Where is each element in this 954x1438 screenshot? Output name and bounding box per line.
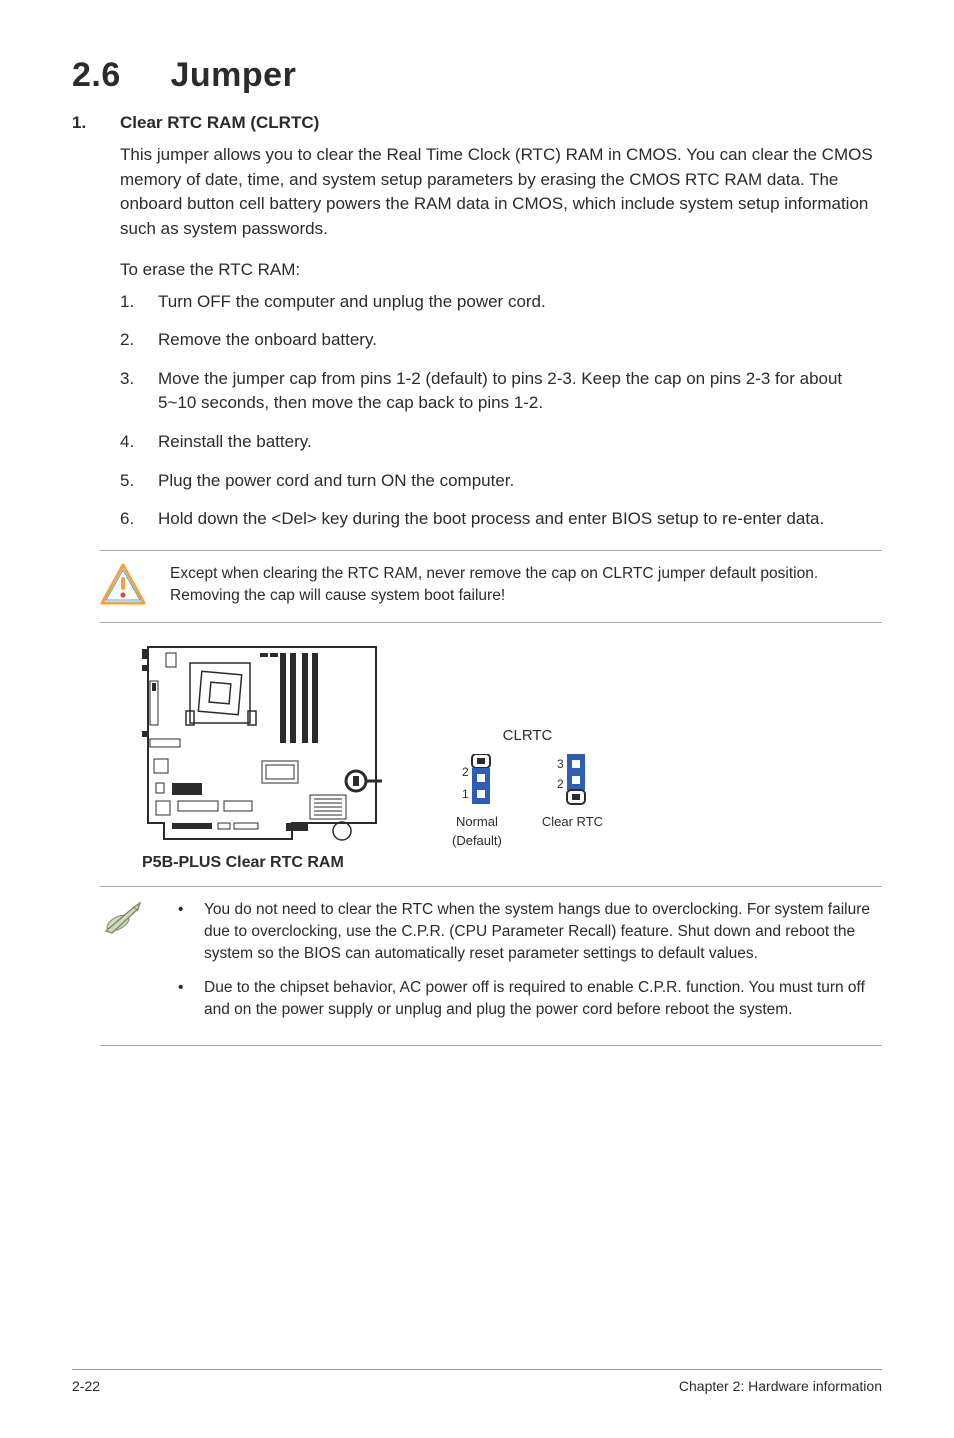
- jumper-normal: 2 1 Normal (Default): [452, 754, 502, 848]
- intro-paragraph: This jumper allows you to clear the Real…: [120, 143, 882, 242]
- page-footer: 2-22 Chapter 2: Hardware information: [72, 1369, 882, 1394]
- step-item: 1.Turn OFF the computer and unplug the p…: [120, 290, 882, 315]
- pin-num: 3: [557, 757, 564, 771]
- jumper-detail: CLRTC 2 1 Normal (Default) 3 2: [452, 727, 603, 848]
- step-text: Turn OFF the computer and unplug the pow…: [158, 290, 546, 315]
- note-item: •You do not need to clear the RTC when t…: [178, 899, 882, 965]
- step-item: 2.Remove the onboard battery.: [120, 328, 882, 353]
- motherboard-diagram: [142, 643, 382, 848]
- note-icon: [100, 899, 152, 944]
- note-item: •Due to the chipset behavior, AC power o…: [178, 977, 882, 1021]
- jumper-clear: 3 2 Clear RTC: [542, 754, 603, 848]
- diagram-area: CLRTC 2 1 Normal (Default) 3 2: [142, 643, 882, 848]
- warning-text: Except when clearing the RTC RAM, never …: [152, 563, 882, 606]
- jumper-normal-label: Normal: [456, 814, 498, 829]
- step-number: 6.: [120, 507, 158, 532]
- note-text: You do not need to clear the RTC when th…: [204, 899, 882, 965]
- warning-icon: [100, 563, 152, 610]
- jumper-normal-sublabel: (Default): [452, 833, 502, 848]
- pin-num: 1: [462, 787, 469, 801]
- step-item: 5.Plug the power cord and turn ON the co…: [120, 469, 882, 494]
- item-title: Clear RTC RAM (CLRTC): [120, 113, 319, 133]
- note-list: •You do not need to clear the RTC when t…: [152, 899, 882, 1033]
- step-number: 2.: [120, 328, 158, 353]
- steps-list: 1.Turn OFF the computer and unplug the p…: [120, 290, 882, 532]
- step-text: Reinstall the battery.: [158, 430, 312, 455]
- step-text: Move the jumper cap from pins 1-2 (defau…: [158, 367, 882, 416]
- bullet: •: [178, 899, 204, 965]
- section-title: Jumper: [171, 56, 297, 94]
- step-number: 3.: [120, 367, 158, 416]
- note-text: Due to the chipset behavior, AC power of…: [204, 977, 882, 1021]
- jumper-clear-label: Clear RTC: [542, 814, 603, 829]
- section-number: 2.6: [72, 56, 121, 94]
- section-heading: 2.6 Jumper: [72, 56, 882, 95]
- step-text: Hold down the <Del> key during the boot …: [158, 507, 824, 532]
- item-heading-row: 1. Clear RTC RAM (CLRTC): [72, 113, 882, 133]
- spacer: [571, 833, 575, 848]
- steps-intro: To erase the RTC RAM:: [120, 260, 882, 280]
- step-text: Plug the power cord and turn ON the comp…: [158, 469, 514, 494]
- page-number: 2-22: [72, 1378, 100, 1394]
- step-number: 5.: [120, 469, 158, 494]
- diagram-caption: P5B-PLUS Clear RTC RAM: [142, 854, 882, 872]
- bullet: •: [178, 977, 204, 1021]
- step-item: 3.Move the jumper cap from pins 1-2 (def…: [120, 367, 882, 416]
- note-callout: •You do not need to clear the RTC when t…: [100, 886, 882, 1046]
- warning-callout: Except when clearing the RTC RAM, never …: [100, 550, 882, 623]
- jumper-title: CLRTC: [452, 727, 603, 744]
- chapter-label: Chapter 2: Hardware information: [679, 1378, 882, 1394]
- item-number: 1.: [72, 113, 120, 133]
- step-number: 4.: [120, 430, 158, 455]
- step-number: 1.: [120, 290, 158, 315]
- step-text: Remove the onboard battery.: [158, 328, 377, 353]
- step-item: 4.Reinstall the battery.: [120, 430, 882, 455]
- step-item: 6.Hold down the <Del> key during the boo…: [120, 507, 882, 532]
- pin-num: 2: [462, 765, 469, 779]
- pin-num: 2: [557, 777, 564, 791]
